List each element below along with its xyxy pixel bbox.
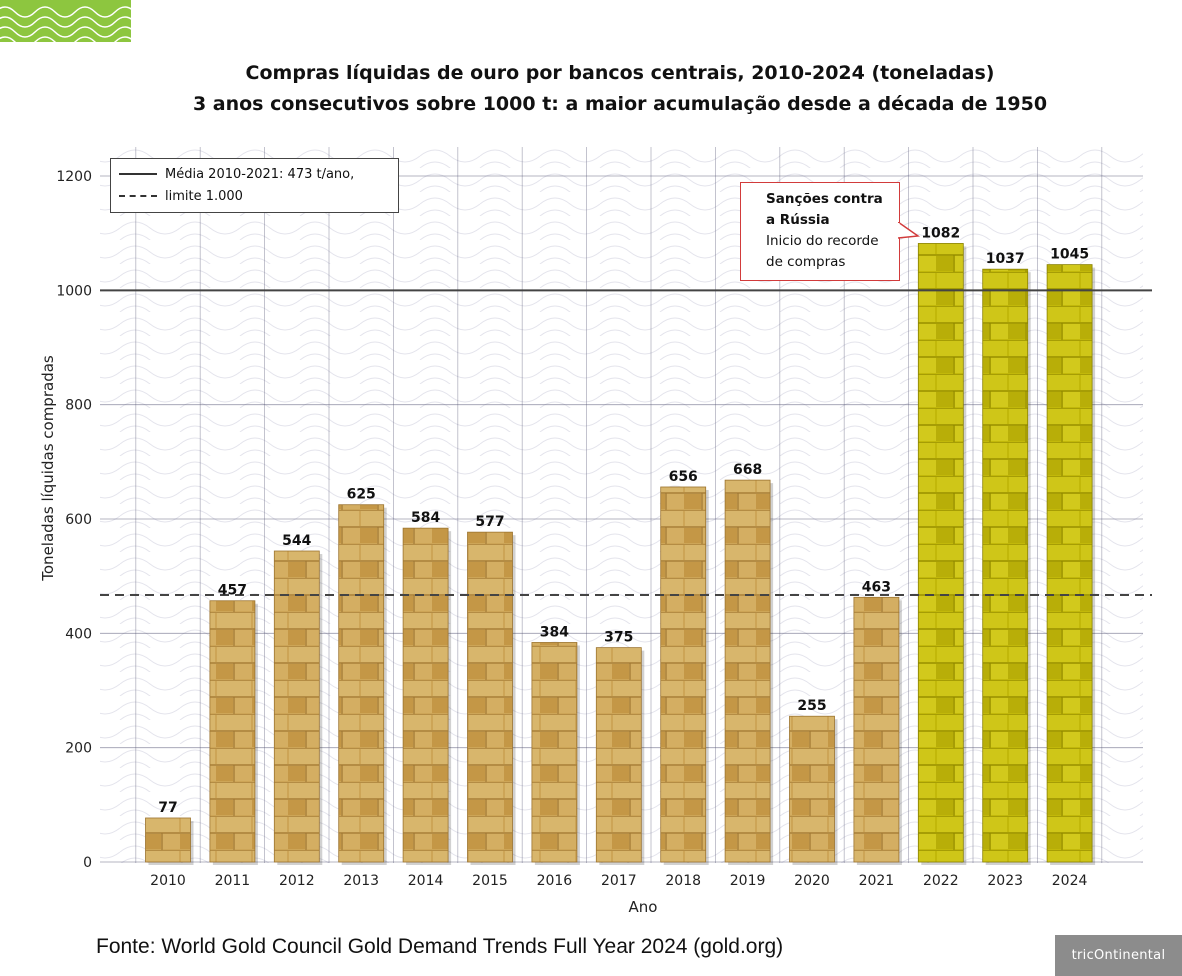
bar-2015 bbox=[467, 531, 513, 863]
x-tick-label-2012: 2012 bbox=[279, 873, 315, 889]
brand-logo[interactable]: tricOntinental bbox=[1055, 935, 1182, 976]
data-label-2017: 375 bbox=[604, 630, 633, 646]
bar-2017 bbox=[595, 647, 642, 863]
brand-pattern-logo bbox=[0, 0, 131, 42]
x-tick-label-2014: 2014 bbox=[408, 873, 444, 889]
bar-2019 bbox=[724, 479, 771, 863]
bar-2022 bbox=[917, 243, 964, 863]
bar-2014 bbox=[402, 527, 449, 863]
y-tick-label: 1200 bbox=[56, 169, 92, 185]
annotation-line-2: a Rússia bbox=[766, 212, 830, 228]
data-label-2014: 584 bbox=[411, 510, 440, 526]
y-tick-label: 800 bbox=[65, 398, 92, 414]
labels: 0 200 400 600 800 1000 1200 77 2010 457 2011 544 201… bbox=[56, 169, 1089, 889]
bar-2013 bbox=[338, 504, 385, 863]
x-tick-label-2021: 2021 bbox=[859, 873, 895, 889]
bars bbox=[145, 243, 1096, 866]
bar-2020 bbox=[789, 715, 835, 863]
bar-2011 bbox=[209, 600, 256, 863]
source-note: Fonte: World Gold Council Gold Demand Tr… bbox=[96, 935, 784, 958]
y-axis-label: Toneladas líquidas compradas bbox=[39, 355, 57, 582]
y-tick-label: 600 bbox=[65, 512, 92, 528]
x-tick-label-2013: 2013 bbox=[343, 873, 379, 889]
legend-dashed-line-swatch bbox=[119, 195, 157, 197]
annotation-line-4: de compras bbox=[766, 254, 846, 270]
sanctions-annotation: Sanções contra a Rússia Inicio do record… bbox=[740, 182, 900, 281]
x-tick-label-2010: 2010 bbox=[150, 873, 186, 889]
annotation-line-1: Sanções contra bbox=[766, 191, 883, 207]
reference-lines bbox=[100, 289, 1152, 597]
annotation-line-3: Inicio do recorde bbox=[766, 233, 879, 249]
bar-2016 bbox=[531, 642, 578, 863]
data-label-2012: 544 bbox=[282, 533, 311, 549]
x-tick-label-2016: 2016 bbox=[537, 873, 573, 889]
bar-2010 bbox=[145, 817, 191, 863]
annotation-pointer bbox=[898, 222, 920, 239]
legend-item-average: Média 2010-2021: 473 t/ano, bbox=[119, 164, 354, 184]
x-tick-label-2024: 2024 bbox=[1052, 873, 1088, 889]
data-label-2019: 668 bbox=[733, 462, 762, 478]
x-tick-label-2017: 2017 bbox=[601, 873, 637, 889]
legend-item-limit: limite 1.000 bbox=[119, 186, 243, 206]
y-tick-label: 1000 bbox=[56, 283, 92, 299]
data-label-2023: 1037 bbox=[986, 251, 1025, 267]
bar-2023 bbox=[982, 268, 1029, 863]
data-label-2022: 1082 bbox=[921, 225, 960, 241]
chart-subtitle: 3 anos consecutivos sobre 1000 t: a maio… bbox=[192, 93, 1048, 115]
bar-2021 bbox=[853, 596, 900, 863]
y-tick-label: 0 bbox=[83, 855, 92, 871]
bar-2012 bbox=[273, 550, 320, 863]
chart-title-block: Compras líquidas de ouro por bancos cent… bbox=[0, 58, 1182, 120]
data-label-2013: 625 bbox=[347, 487, 376, 503]
data-label-2020: 255 bbox=[797, 698, 826, 714]
x-tick-label-2019: 2019 bbox=[730, 873, 766, 889]
data-label-2015: 577 bbox=[475, 514, 504, 530]
legend: Média 2010-2021: 473 t/ano, limite 1.000 bbox=[110, 158, 399, 213]
y-tick-label: 200 bbox=[65, 741, 92, 757]
data-label-2010: 77 bbox=[158, 800, 177, 816]
bar-2018 bbox=[660, 486, 707, 863]
data-label-2021: 463 bbox=[862, 579, 891, 595]
x-tick-label-2023: 2023 bbox=[987, 873, 1023, 889]
x-tick-label-2011: 2011 bbox=[215, 873, 251, 889]
data-label-2016: 384 bbox=[540, 624, 569, 640]
x-tick-label-2022: 2022 bbox=[923, 873, 959, 889]
data-label-2024: 1045 bbox=[1050, 247, 1089, 263]
x-tick-label-2018: 2018 bbox=[665, 873, 701, 889]
x-tick-label-2020: 2020 bbox=[794, 873, 830, 889]
legend-limit-label: limite 1.000 bbox=[165, 188, 243, 204]
y-tick-label: 400 bbox=[65, 626, 92, 642]
legend-solid-line-swatch bbox=[119, 173, 157, 175]
x-axis-label: Ano bbox=[629, 898, 658, 916]
chart-title: Compras líquidas de ouro por bancos cent… bbox=[245, 62, 995, 84]
x-tick-label-2015: 2015 bbox=[472, 873, 508, 889]
data-label-2018: 656 bbox=[669, 469, 698, 485]
legend-average-label: Média 2010-2021: 473 t/ano, bbox=[165, 166, 355, 182]
bar-2024 bbox=[1046, 264, 1093, 863]
data-label-2011: 457 bbox=[218, 583, 247, 599]
